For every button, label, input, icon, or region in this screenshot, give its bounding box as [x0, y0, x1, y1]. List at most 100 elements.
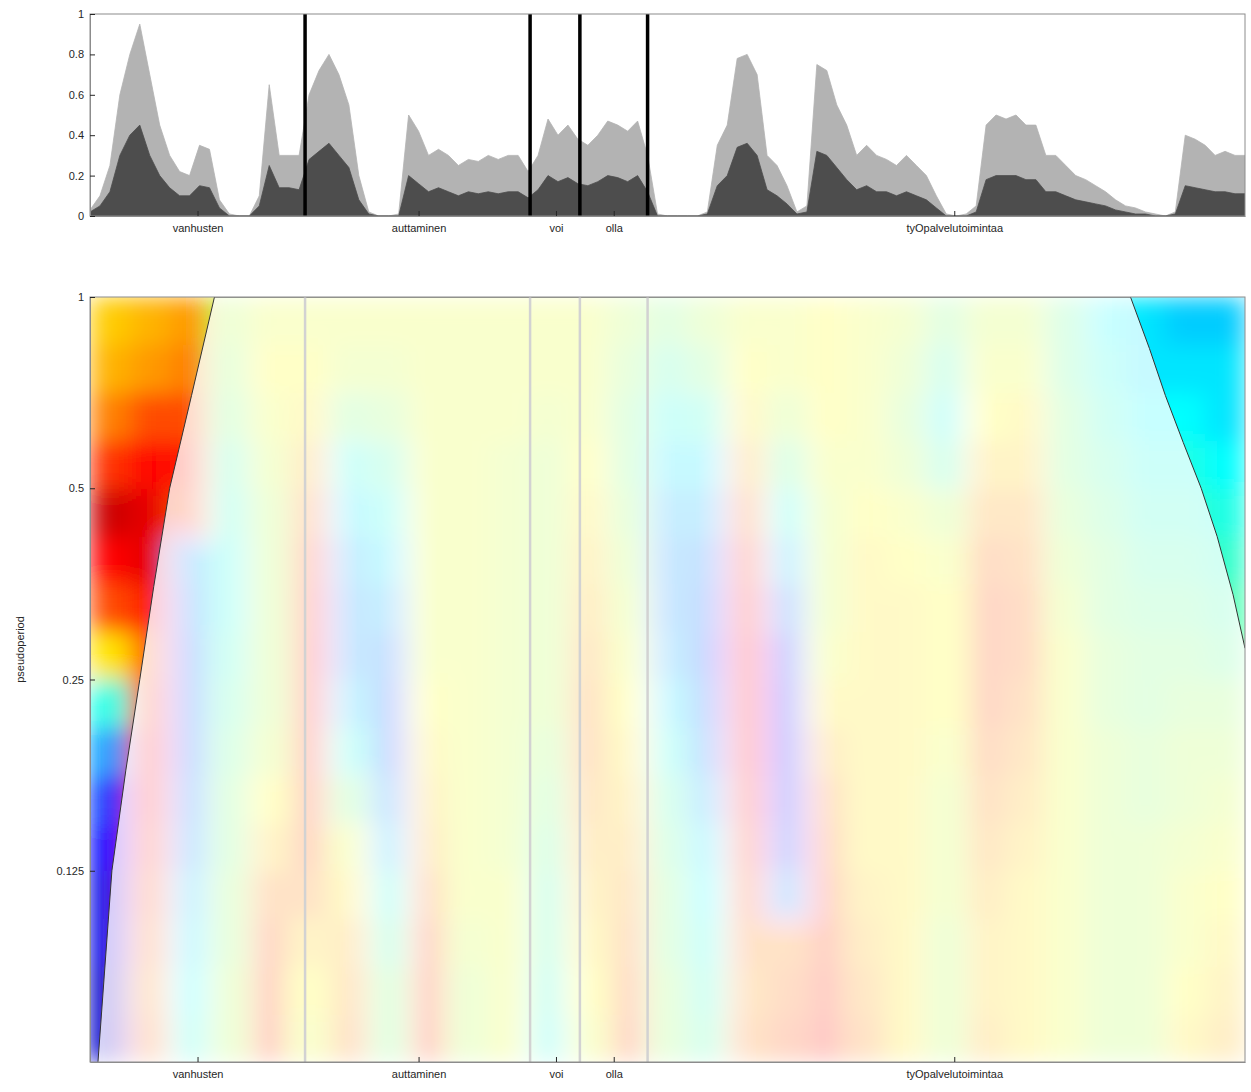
tick-label: voi	[549, 222, 563, 234]
tick-label: 0.8	[69, 48, 84, 60]
tick: tyOpalvelutoimintaa	[906, 211, 1003, 234]
tick: auttaminen	[392, 1057, 446, 1080]
heat-cell	[130, 345, 170, 393]
tick-mark	[556, 1057, 557, 1062]
tick-mark	[614, 211, 615, 216]
tick: 0.25	[63, 674, 95, 686]
tick: voi	[549, 1057, 563, 1080]
tick-mark	[419, 211, 420, 216]
tick-mark	[90, 680, 95, 681]
word-boundary	[303, 14, 307, 216]
plot-marks	[90, 297, 1245, 1062]
axis-line	[90, 15, 91, 217]
tick-label: tyOpalvelutoimintaa	[906, 1068, 1003, 1080]
axis: 0.125 0.25 0.5 1	[56, 291, 95, 1062]
coi-line	[98, 297, 1245, 1062]
heat-cell	[130, 393, 170, 441]
tick-mark	[90, 871, 95, 872]
tick: 1	[78, 8, 95, 20]
tick: voi	[549, 211, 563, 234]
word-boundary	[578, 14, 582, 216]
heat-cell	[1205, 345, 1245, 393]
tick: 0.5	[69, 482, 95, 494]
tick-mark	[90, 488, 95, 489]
tick-label: 0.4	[69, 129, 84, 141]
tick: olla	[606, 211, 624, 234]
axis: vanhusten auttaminen voi olla tyOpalvelutoim…	[91, 211, 1246, 234]
tick: vanhusten	[173, 211, 224, 234]
tick-label: olla	[606, 222, 624, 234]
heat-cell	[90, 632, 130, 680]
heat-cell	[1165, 297, 1205, 345]
plot-frame	[90, 297, 1245, 1062]
axis-line	[91, 1062, 1246, 1063]
heat-cell	[90, 536, 130, 584]
heat-cell	[1205, 297, 1245, 345]
heat-cell	[90, 297, 130, 345]
heat-cell	[90, 679, 130, 727]
tick-label: auttaminen	[392, 222, 446, 234]
tick: tyOpalvelutoimintaa	[906, 1057, 1003, 1080]
tick-mark	[419, 1057, 420, 1062]
tick: 0.2	[69, 170, 95, 182]
heat-cell	[90, 345, 130, 393]
tick: olla	[606, 1057, 624, 1080]
tick-mark	[90, 176, 95, 177]
tick-label: 0.6	[69, 89, 84, 101]
tick-mark	[614, 1057, 615, 1062]
tick-label: olla	[606, 1068, 624, 1080]
tick-mark	[90, 54, 95, 55]
heat-cell	[170, 297, 210, 345]
tick: 0.8	[69, 48, 95, 60]
word-boundary	[529, 297, 532, 1062]
axis: vanhusten auttaminen voi olla tyOpalvelutoim…	[91, 1057, 1246, 1080]
word-boundary	[528, 14, 532, 216]
tick: auttaminen	[392, 211, 446, 234]
tick-label: 1	[78, 291, 84, 303]
plot-frame	[90, 14, 1245, 216]
axis: 0 0.2 0.4 0.6 0.8 1	[69, 8, 95, 222]
tick: 0.125	[56, 865, 95, 877]
axis-line	[91, 216, 1246, 217]
tick-mark	[90, 297, 95, 298]
coi-wash	[98, 297, 1245, 1062]
tick-label: 0.125	[56, 865, 84, 877]
tick: 0.4	[69, 129, 95, 141]
tick-label: tyOpalvelutoimintaa	[906, 222, 1003, 234]
tick: vanhusten	[173, 1057, 224, 1080]
tick-mark	[90, 14, 95, 15]
heat-cell	[130, 440, 170, 488]
tick-label: 0.5	[69, 482, 84, 494]
tick: 0.6	[69, 89, 95, 101]
tick: 1	[78, 291, 95, 303]
tick-mark	[954, 211, 955, 216]
tick-mark	[556, 211, 557, 216]
heat-cell	[130, 297, 170, 345]
heat-cell	[90, 727, 130, 775]
tick-mark	[954, 1057, 955, 1062]
heat-cell	[1205, 393, 1245, 441]
word-boundary	[646, 297, 649, 1062]
chart-svg: vanhusten auttaminen voi olla tyOpalvelutoim…	[0, 0, 1251, 1092]
heat-cell	[1165, 345, 1205, 393]
tick-mark	[90, 216, 95, 217]
tick-label: 0.25	[63, 674, 84, 686]
heat-cell	[90, 440, 130, 488]
tick-label: vanhusten	[173, 1068, 224, 1080]
chart-root: vanhusten auttaminen voi olla tyOpalvelutoim…	[0, 0, 1251, 1092]
tick-label: 0	[78, 210, 84, 222]
heat-cell	[1205, 440, 1245, 488]
word-boundary	[304, 297, 307, 1062]
tick-mark	[198, 1057, 199, 1062]
tick-mark	[90, 135, 95, 136]
heat-cell	[90, 488, 130, 536]
word-boundary	[646, 14, 650, 216]
tick-label: auttaminen	[392, 1068, 446, 1080]
tick-label: voi	[549, 1068, 563, 1080]
tick-label: 1	[78, 8, 84, 20]
heat-cell	[90, 393, 130, 441]
waveform-area	[90, 125, 1245, 216]
heat-cell	[90, 584, 130, 632]
tick-label: 0.2	[69, 170, 84, 182]
waveform-area	[90, 24, 1245, 216]
